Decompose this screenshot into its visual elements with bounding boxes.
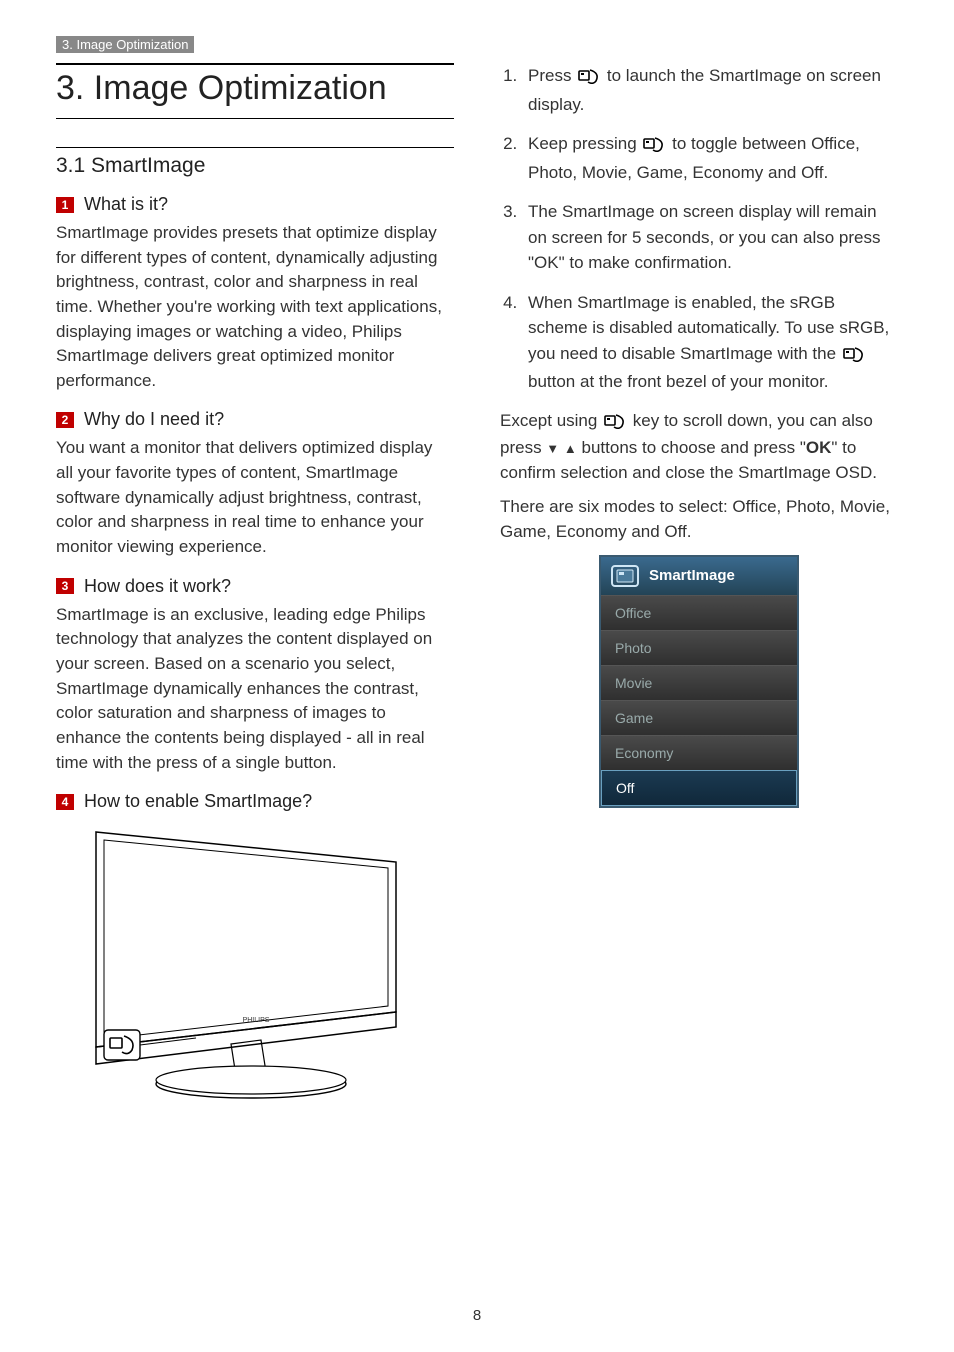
step-3: The SmartImage on screen display will re… [522, 199, 898, 276]
q1-number: 1 [56, 197, 74, 213]
monitor-brand-label: PHILIPS [243, 1017, 270, 1024]
smartimage-icon [843, 344, 865, 370]
except-c: buttons to choose and press " [577, 438, 806, 457]
osd-item-off[interactable]: Off [601, 770, 797, 806]
step-2a: Keep pressing [528, 134, 641, 153]
osd-item-game[interactable]: Game [601, 700, 797, 735]
smartimage-icon [578, 66, 600, 92]
step-1a: Press [528, 66, 576, 85]
chapter-rule [56, 63, 454, 65]
osd-menu: SmartImage Office Photo Movie Game Econo… [599, 555, 799, 808]
except-a: Except using [500, 411, 602, 430]
osd-header-icon [611, 565, 639, 587]
q4-heading: 4 How to enable SmartImage? [56, 791, 454, 812]
osd-item-photo[interactable]: Photo [601, 630, 797, 665]
q3-heading: 3 How does it work? [56, 576, 454, 597]
right-column: Press to launch the SmartImage on screen… [500, 63, 898, 1102]
q4-number: 4 [56, 794, 74, 810]
step-2: Keep pressing to toggle between Office, … [522, 131, 898, 185]
q2-title: Why do I need it? [84, 409, 224, 430]
osd-item-office[interactable]: Office [601, 595, 797, 630]
q1-title: What is it? [84, 194, 168, 215]
q2-number: 2 [56, 412, 74, 428]
two-column-layout: 3. Image Optimization 3.1 SmartImage 1 W… [56, 63, 898, 1102]
q3-title: How does it work? [84, 576, 231, 597]
osd-header: SmartImage [601, 557, 797, 595]
left-column: 3. Image Optimization 3.1 SmartImage 1 W… [56, 63, 454, 1102]
smartimage-icon [604, 412, 626, 437]
q4-title: How to enable SmartImage? [84, 791, 312, 812]
ok-label: OK [806, 438, 832, 457]
except-paragraph: Except using key to scroll down, you can… [500, 409, 898, 486]
chapter-title: 3. Image Optimization [56, 69, 454, 108]
up-arrow-icon: ▲ [564, 441, 577, 456]
header-breadcrumb: 3. Image Optimization [56, 36, 194, 53]
chapter-rule-bottom [56, 118, 454, 119]
enable-steps: Press to launch the SmartImage on screen… [500, 63, 898, 395]
q3-body: SmartImage is an exclusive, leading edge… [56, 603, 454, 775]
modes-intro: There are six modes to select: Office, P… [500, 495, 898, 544]
osd-item-movie[interactable]: Movie [601, 665, 797, 700]
page-number: 8 [0, 1307, 954, 1324]
q2-body: You want a monitor that delivers optimiz… [56, 436, 454, 559]
q1-heading: 1 What is it? [56, 194, 454, 215]
step-4a: When SmartImage is enabled, the sRGB sch… [528, 293, 889, 363]
osd-title: SmartImage [649, 567, 735, 584]
q2-heading: 2 Why do I need it? [56, 409, 454, 430]
section-title: 3.1 SmartImage [56, 147, 454, 178]
q1-body: SmartImage provides presets that optimiz… [56, 221, 454, 393]
monitor-illustration: PHILIPS [56, 822, 454, 1102]
step-4: When SmartImage is enabled, the sRGB sch… [522, 290, 898, 395]
q3-number: 3 [56, 578, 74, 594]
osd-item-economy[interactable]: Economy [601, 735, 797, 770]
down-arrow-icon: ▼ [546, 441, 559, 456]
step-1: Press to launch the SmartImage on screen… [522, 63, 898, 117]
smartimage-icon [643, 134, 665, 160]
step-4b: button at the front bezel of your monito… [528, 372, 829, 391]
